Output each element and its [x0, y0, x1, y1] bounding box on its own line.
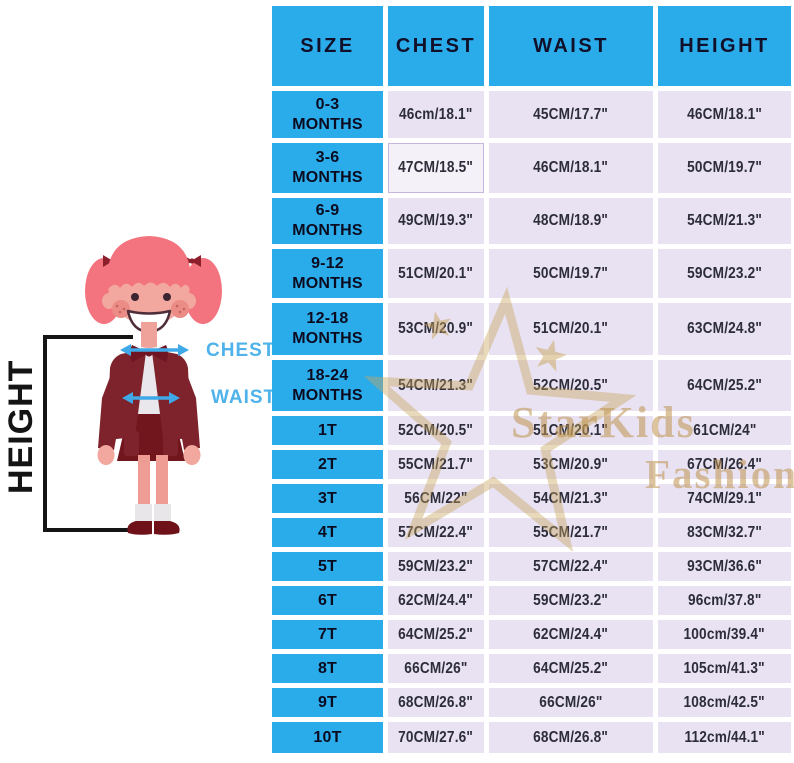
waist-cell: 53CM/20.9" [489, 450, 653, 479]
chest-cell: 49CM/19.3" [388, 198, 484, 244]
waist-arrow [122, 392, 180, 404]
girl [85, 236, 222, 535]
shirt [131, 350, 167, 430]
socks [135, 504, 171, 525]
chest-cell: 64CM/25.2" [388, 620, 484, 649]
height-cell: 108cm/42.5" [658, 688, 791, 717]
height-cell: 93CM/36.6" [658, 552, 791, 581]
chest-cell: 57CM/22.4" [388, 518, 484, 547]
ear [182, 293, 196, 309]
bow-tie-icon [130, 345, 168, 362]
hair [107, 236, 191, 289]
eye [131, 293, 139, 301]
height-cell: 100cm/39.4" [658, 620, 791, 649]
size-cell: 9T [272, 688, 383, 717]
size-table: SIZE CHEST WAIST HEIGHT 0-3 MONTHS 46cm/… [272, 6, 791, 757]
waist-cell: 51CM/20.1" [489, 416, 653, 445]
chest-cell: 70CM/27.6" [388, 722, 484, 753]
size-cell: 4T [272, 518, 383, 547]
waist-cell: 45CM/17.7" [489, 91, 653, 138]
chest-arrow [120, 344, 189, 356]
neck [141, 322, 157, 348]
height-cell: 74CM/29.1" [658, 484, 791, 513]
size-cell: 7T [272, 620, 383, 649]
chest-cell: 68CM/26.8" [388, 688, 484, 717]
height-cell: 64CM/25.2" [658, 360, 791, 411]
height-cell: 105cm/41.3" [658, 654, 791, 683]
waist-cell: 48CM/18.9" [489, 198, 653, 244]
waist-cell: 54CM/21.3" [489, 484, 653, 513]
legs [138, 455, 168, 510]
cardigan [98, 350, 200, 450]
waist-cell: 62CM/24.4" [489, 620, 653, 649]
chest-cell: 62CM/24.4" [388, 586, 484, 615]
smile [126, 309, 172, 334]
chest-cell: 53CM/20.9" [388, 303, 484, 355]
chest-label: CHEST [206, 340, 276, 361]
skirt [117, 414, 185, 461]
height-cell: 67CM/26.4" [658, 450, 791, 479]
col-header-waist: WAIST [489, 6, 653, 86]
size-cell: 8T [272, 654, 383, 683]
height-cell: 46CM/18.1" [658, 91, 791, 138]
chest-cell: 51CM/20.1" [388, 249, 484, 298]
chest-cell: 54CM/21.3" [388, 360, 484, 411]
size-cell: 12-18 MONTHS [272, 303, 383, 355]
waist-label: WAIST [211, 387, 277, 408]
blush [112, 300, 189, 318]
height-label: HEIGHT [2, 359, 40, 494]
col-header-chest: CHEST [388, 6, 484, 86]
size-cell: 3T [272, 484, 383, 513]
height-cell: 59CM/23.2" [658, 249, 791, 298]
height-cell: 61CM/24" [658, 416, 791, 445]
size-cell: 0-3 MONTHS [272, 91, 383, 138]
size-cell: 3-6 MONTHS [272, 143, 383, 193]
size-cell: 5T [272, 552, 383, 581]
chest-cell: 59CM/23.2" [388, 552, 484, 581]
size-cell: 2T [272, 450, 383, 479]
col-header-height: HEIGHT [658, 6, 791, 86]
waist-cell: 66CM/26" [489, 688, 653, 717]
height-cell: 50CM/19.7" [658, 143, 791, 193]
chest-cell: 52CM/20.5" [388, 416, 484, 445]
shoes [127, 521, 180, 535]
size-cell: 6-9 MONTHS [272, 198, 383, 244]
height-bracket [43, 335, 133, 532]
chest-cell-highlighted: 47CM/18.5" [388, 143, 484, 193]
waist-cell: 50CM/19.7" [489, 249, 653, 298]
size-cell: 9-12 MONTHS [272, 249, 383, 298]
chest-cell: 66CM/26" [388, 654, 484, 683]
height-cell: 112cm/44.1" [658, 722, 791, 753]
chest-cell: 55CM/21.7" [388, 450, 484, 479]
waist-cell: 59CM/23.2" [489, 586, 653, 615]
waist-cell: 57CM/22.4" [489, 552, 653, 581]
col-header-size: SIZE [272, 6, 383, 86]
chest-cell: 56CM/22" [388, 484, 484, 513]
pigtails [85, 258, 222, 324]
size-cell: 18-24 MONTHS [272, 360, 383, 411]
waist-cell: 64CM/25.2" [489, 654, 653, 683]
hands [97, 445, 201, 465]
hair-bow-icon [103, 255, 201, 267]
face [108, 243, 190, 325]
waist-cell: 51CM/20.1" [489, 303, 653, 355]
eye [163, 293, 171, 301]
size-cell: 10T [272, 722, 383, 753]
size-cell: 1T [272, 416, 383, 445]
waist-cell: 52CM/20.5" [489, 360, 653, 411]
height-cell: 83CM/32.7" [658, 518, 791, 547]
collar [135, 344, 163, 355]
waist-cell: 68CM/26.8" [489, 722, 653, 753]
ear [102, 293, 116, 309]
height-cell: 54CM/21.3" [658, 198, 791, 244]
height-cell: 63CM/24.8" [658, 303, 791, 355]
waist-cell: 55CM/21.7" [489, 518, 653, 547]
height-cell: 96cm/37.8" [658, 586, 791, 615]
size-cell: 6T [272, 586, 383, 615]
waist-cell: 46CM/18.1" [489, 143, 653, 193]
chest-cell: 46cm/18.1" [388, 91, 484, 138]
